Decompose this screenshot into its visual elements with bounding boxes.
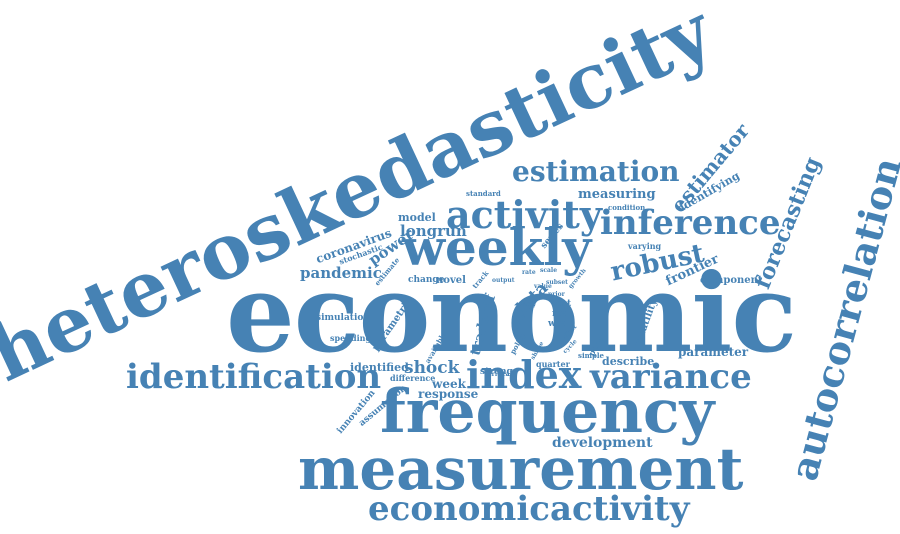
word-strong: strong <box>480 367 513 377</box>
word-describe: describe <box>602 355 655 368</box>
word-difference: difference <box>390 373 436 383</box>
word-index: index <box>466 352 582 397</box>
word-output: output <box>492 277 515 284</box>
word-real: real <box>552 309 572 319</box>
word-test: test <box>552 299 572 309</box>
word-change: change <box>408 275 445 285</box>
word-value: value <box>534 283 552 290</box>
word-condition: condition <box>608 203 646 212</box>
word-simple: simple <box>578 351 605 360</box>
word-inference: inference <box>600 203 781 243</box>
word-prior: prior <box>548 291 565 298</box>
word-economicactivity: economicactivity <box>368 489 690 529</box>
word-identification: identification <box>126 357 382 397</box>
word-model: model <box>398 211 436 224</box>
word-week: week <box>432 377 466 391</box>
word-weekly: weekly <box>402 218 592 277</box>
word-economic: economic <box>226 251 797 377</box>
word-parameter: parameter <box>678 345 749 359</box>
word-varying: varying <box>628 241 662 251</box>
word-frequency: frequency <box>380 377 715 447</box>
word-rate: rate <box>522 269 536 276</box>
word-shock: shock <box>404 358 460 378</box>
word-response: response <box>418 387 479 401</box>
word-pandemic: pandemic <box>300 264 382 282</box>
word-weak: weak <box>548 319 574 329</box>
word-measuring: measuring <box>578 187 656 202</box>
word-identified: identified <box>350 361 409 374</box>
word-longrun: longrun <box>400 222 467 240</box>
word-scale: scale <box>540 267 558 274</box>
word-component: component <box>700 275 763 286</box>
word-simulation: simulation <box>316 313 370 323</box>
word-measurement: measurement <box>298 435 744 503</box>
word-activity: activity <box>446 192 602 237</box>
word-quarter: quarter <box>536 359 570 369</box>
word-novel: novel <box>436 275 466 286</box>
word-development: development <box>552 435 653 451</box>
word-subset: subset <box>546 279 568 286</box>
word-standard: standard <box>466 189 501 198</box>
word-estimation: estimation <box>512 155 680 188</box>
word-critical: critical <box>488 371 512 378</box>
word-spending: spending <box>330 333 372 343</box>
word-variance: variance <box>590 357 752 397</box>
word-study: study <box>518 301 537 308</box>
